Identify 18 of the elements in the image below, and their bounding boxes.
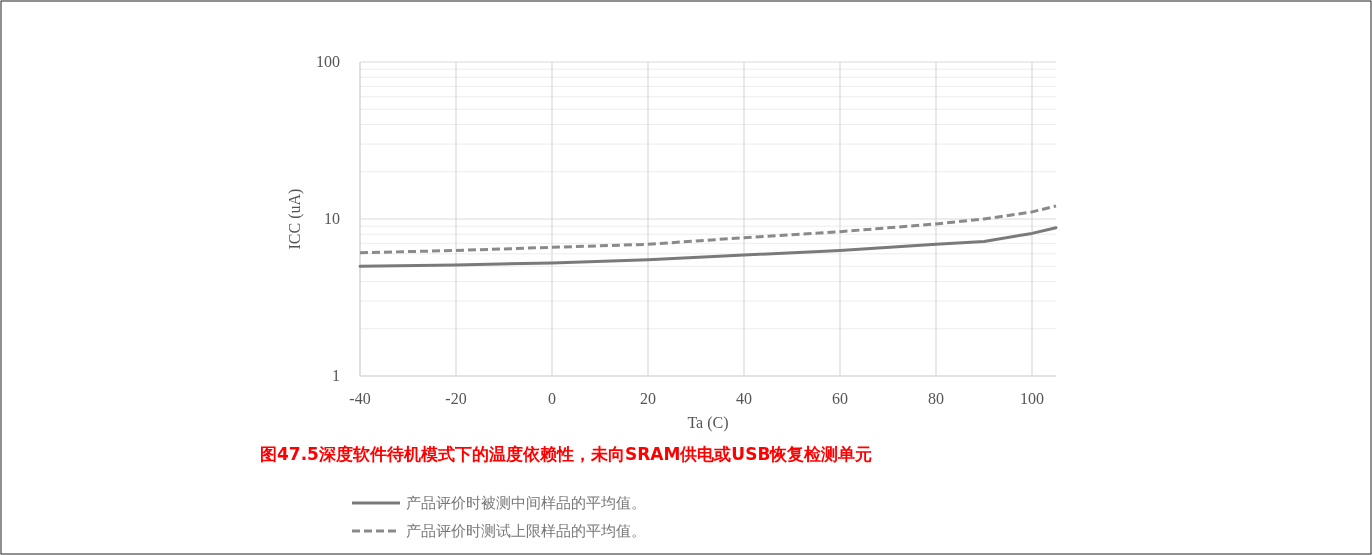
x-tick-label: 80 [928, 390, 944, 407]
x-tick-label: 0 [548, 390, 556, 407]
y-tick-label: 1 [332, 367, 340, 384]
x-tick-label: -40 [349, 390, 371, 407]
x-tick-label: -20 [445, 390, 467, 407]
y-axis-title: ICC (uA) [286, 188, 304, 250]
y-tick-label: 100 [316, 53, 340, 70]
x-tick-label: 60 [832, 390, 848, 407]
legend-label: 产品评价时测试上限样品的平均值。 [406, 522, 646, 540]
y-tick-label: 10 [324, 210, 340, 227]
x-tick-label: 100 [1020, 390, 1044, 407]
legend-label: 产品评价时被测中间样品的平均值。 [406, 494, 646, 512]
x-axis-title: Ta (C) [687, 414, 729, 432]
text: 图47.5深度软件待机模式下的温度依赖性，未向SRAM供电或USB恢复检测单元 [260, 444, 873, 464]
x-tick-label: 20 [640, 390, 656, 407]
x-tick-label: 40 [736, 390, 752, 407]
line-series [358, 226, 1058, 268]
line-series [358, 204, 1058, 255]
